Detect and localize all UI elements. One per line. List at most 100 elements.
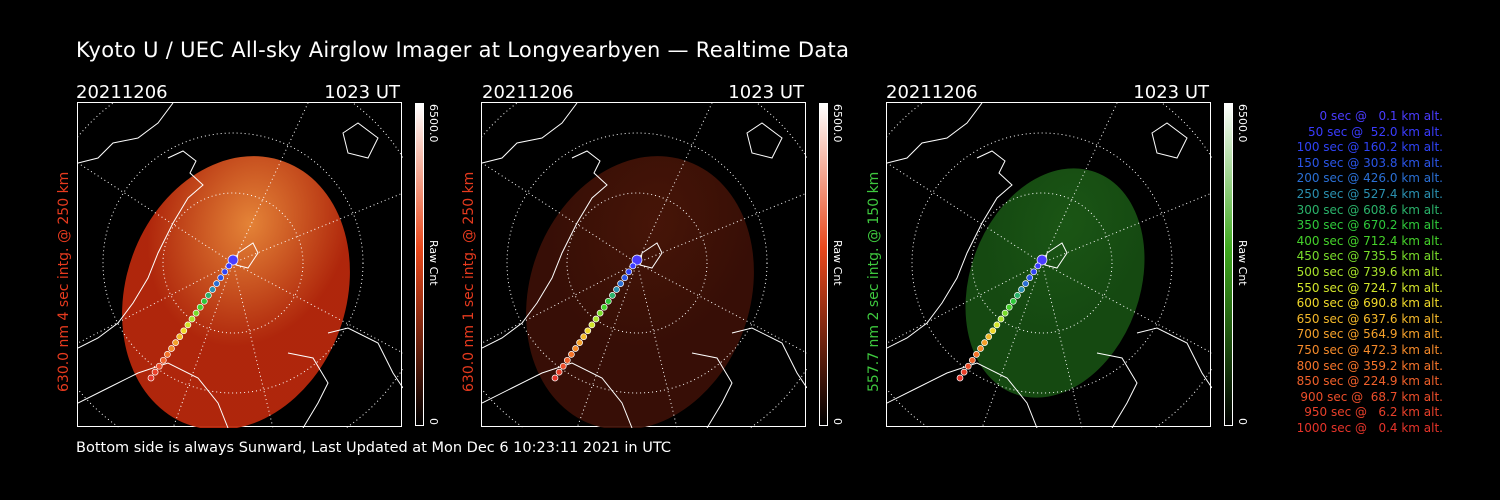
- legend-row: 650 sec @ 637.6 km alt.: [1296, 311, 1443, 326]
- colorbar-title: Raw Cnt: [831, 240, 844, 286]
- trajectory-point: [985, 333, 993, 341]
- trajectory-point: [213, 280, 220, 287]
- trajectory-point: [968, 356, 976, 364]
- trajectory-point: [960, 368, 968, 376]
- legend-row: 750 sec @ 472.3 km alt.: [1296, 342, 1443, 357]
- trajectory-point: [625, 268, 633, 276]
- coastline: [78, 362, 229, 428]
- trajectory-point: [617, 280, 624, 287]
- trajectory-point: [555, 368, 563, 376]
- legend-row: 300 sec @ 608.6 km alt.: [1296, 202, 1443, 217]
- trajectory-point: [981, 339, 988, 346]
- trajectory-point: [609, 292, 616, 299]
- trajectory-point: [1036, 254, 1048, 266]
- longitude-line: [1041, 103, 1118, 264]
- airglow-image: [886, 102, 1212, 428]
- trajectory-point: [1034, 262, 1042, 270]
- trajectory-point: [621, 274, 629, 282]
- trajectory-point: [205, 292, 212, 299]
- trajectory-point: [977, 345, 984, 352]
- trajectory-point: [209, 286, 216, 293]
- panel-date: 20211206: [886, 82, 978, 103]
- coastline: [1136, 327, 1212, 389]
- airglow-region: [122, 156, 350, 428]
- legend-row: 0 sec @ 0.1 km alt.: [1319, 109, 1444, 123]
- trajectory-point: [559, 362, 567, 370]
- longitude-line: [636, 262, 678, 428]
- airglow-region: [965, 168, 1145, 398]
- legend-row: 800 sec @ 359.2 km alt.: [1296, 358, 1443, 373]
- trajectory-point: [613, 286, 620, 293]
- colorbar-max: 6500.0: [1236, 104, 1249, 143]
- coastline: [78, 103, 174, 164]
- trajectory-point: [596, 309, 604, 317]
- latitude-circle: [506, 132, 768, 394]
- legend-row: 600 sec @ 690.8 km alt.: [1296, 296, 1443, 311]
- trajectory-point: [155, 362, 163, 370]
- colorbar-min: 0: [427, 418, 440, 425]
- legend-row: 200 sec @ 426.0 km alt.: [1296, 171, 1443, 186]
- trajectory-point: [568, 351, 575, 358]
- panel-time: 1023 UT: [324, 82, 400, 103]
- colorbar-min: 0: [1236, 418, 1249, 425]
- legend-row: 100 sec @ 160.2 km alt.: [1296, 140, 1443, 155]
- legend-row: 500 sec @ 739.6 km alt.: [1296, 264, 1443, 279]
- sky-map: [887, 103, 1212, 428]
- coastline: [746, 122, 783, 159]
- legend-row: 450 sec @ 735.5 km alt.: [1296, 249, 1443, 264]
- coastline: [78, 150, 204, 349]
- trajectory-point: [192, 309, 200, 317]
- trajectory-point: [584, 327, 592, 335]
- coastline: [342, 122, 379, 159]
- coastline: [287, 352, 329, 428]
- trajectory-point: [188, 315, 196, 323]
- wavelength-label: 630.0 nm 4 sec intg. @ 250 km: [56, 171, 72, 392]
- trajectory-point: [563, 356, 571, 364]
- coastline: [731, 327, 807, 389]
- legend-row: 1000 sec @ 0.4 km alt.: [1296, 420, 1443, 435]
- longitude-line: [232, 103, 309, 264]
- longitude-line: [232, 262, 274, 428]
- coastline: [1151, 122, 1188, 159]
- trajectory-point: [176, 333, 184, 341]
- trajectory-point: [604, 297, 612, 305]
- colorbar: [819, 103, 828, 426]
- trajectory-point: [151, 368, 159, 376]
- trajectory-point: [964, 362, 972, 370]
- longitude-line: [1041, 262, 1212, 354]
- longitude-line: [887, 162, 1043, 264]
- trajectory-point: [989, 327, 997, 335]
- legend-row: 950 sec @ 6.2 km alt.: [1304, 405, 1443, 420]
- latitude-circle: [566, 192, 708, 334]
- trajectory-point: [592, 315, 600, 323]
- longitude-line: [636, 262, 807, 354]
- longitude-line: [78, 162, 234, 264]
- legend-row: 850 sec @ 224.9 km alt.: [1296, 374, 1443, 389]
- trajectory-point: [576, 339, 583, 346]
- trajectory-point: [225, 262, 233, 270]
- trajectory-point: [168, 345, 175, 352]
- trajectory-point: [973, 351, 980, 358]
- airglow-region: [526, 156, 754, 428]
- trajectory-point: [1030, 268, 1038, 276]
- coastline: [482, 150, 608, 349]
- legend-row: 150 sec @ 303.8 km alt.: [1296, 155, 1443, 170]
- longitude-line: [1041, 262, 1083, 428]
- legend-row: 700 sec @ 564.9 km alt.: [1296, 327, 1443, 342]
- longitude-line: [232, 262, 403, 354]
- wavelength-label: 630.0 nm 1 sec intg. @ 250 km: [461, 171, 477, 392]
- trajectory-point: [184, 321, 192, 329]
- trajectory-point: [1018, 286, 1025, 293]
- panel-date: 20211206: [76, 82, 168, 103]
- legend-row: 250 sec @ 527.4 km alt.: [1296, 186, 1443, 201]
- colorbar-max: 6500.0: [831, 104, 844, 143]
- trajectory-point: [1005, 303, 1013, 311]
- trajectory-point: [580, 333, 588, 341]
- trajectory-point: [629, 262, 637, 270]
- trajectory-point: [164, 351, 171, 358]
- coastline: [691, 352, 733, 428]
- trajectory-point: [196, 303, 204, 311]
- trajectory-point: [200, 297, 208, 305]
- coastline: [482, 362, 633, 428]
- trajectory-point: [1026, 274, 1034, 282]
